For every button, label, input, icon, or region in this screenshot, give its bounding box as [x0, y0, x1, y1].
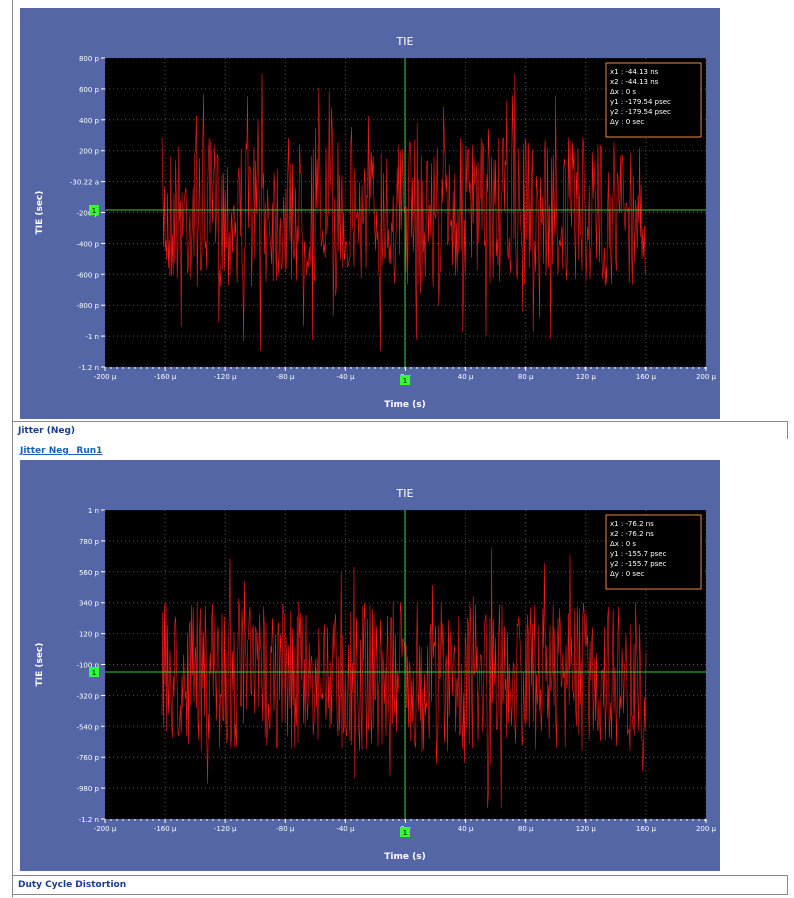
x-tick-label: 200 µ — [696, 373, 717, 381]
y-tick-label: -100 p — [76, 662, 99, 670]
cursor-readout: y1 : -155.7 psec — [610, 550, 667, 558]
chart-title: TIE — [396, 487, 414, 500]
cursor-readout: x2 : -44.13 ns — [610, 78, 659, 86]
x-tick-label: -40 µ — [336, 825, 355, 833]
y-tick-label: 1 n — [88, 507, 99, 515]
x-tick-label: -80 µ — [276, 373, 295, 381]
y-tick-label: -320 p — [76, 692, 99, 700]
marker-label: 1 — [92, 207, 96, 215]
x-tick-label: 80 µ — [518, 825, 534, 833]
x-tick-label: -160 µ — [154, 825, 177, 833]
marker — [400, 375, 410, 385]
y-tick-label: 120 p — [79, 631, 100, 639]
marker — [89, 667, 99, 677]
y-tick-label: 600 p — [79, 86, 100, 94]
y-tick-label: -540 p — [76, 723, 99, 731]
y-tick-label: -1.2 n — [79, 816, 99, 824]
cursor-readout: y1 : -179.54 psec — [610, 98, 671, 106]
x-tick-label: 40 µ — [458, 825, 474, 833]
y-tick-label: -800 p — [76, 302, 99, 310]
x-tick-label: 200 µ — [696, 825, 717, 833]
x-axis-label: Time (s) — [384, 852, 425, 862]
frame — [12, 0, 789, 897]
cursor-box — [605, 514, 702, 590]
y-tick-label: -600 p — [76, 271, 99, 279]
y-tick-label: 800 p — [79, 55, 100, 63]
cursor-box — [605, 62, 702, 138]
cursor-readout: Δx : 0 s — [610, 88, 636, 96]
y-tick-label: -1 n — [85, 333, 99, 341]
x-tick-label: -160 µ — [154, 373, 177, 381]
waveform — [161, 73, 647, 352]
waveform — [161, 547, 647, 809]
x-tick-label: -40 µ — [336, 373, 355, 381]
x-tick-label: 160 µ — [636, 825, 657, 833]
section-row: Duty Cycle Distortion — [12, 875, 788, 895]
y-tick-label: -760 p — [76, 754, 99, 762]
marker-label: 1 — [403, 829, 407, 837]
y-tick-label: -30.22 a — [70, 179, 99, 187]
y-tick-label: -400 p — [76, 240, 99, 248]
x-tick-label: -200 µ — [94, 373, 117, 381]
y-tick-label: -1.2 n — [79, 364, 99, 372]
y-axis-label: TIE (sec) — [35, 191, 45, 235]
x-tick-label: -200 µ — [94, 825, 117, 833]
run-link[interactable]: Jitter Neg _Run1 — [20, 446, 103, 456]
cursor-readout: Δx : 0 s — [610, 540, 636, 548]
x-tick-label: 120 µ — [576, 825, 597, 833]
chart-panel: TIE 1 n 780 p 560 p 340 p 120 p -100 p -320 p -5… — [20, 460, 720, 871]
cursor-readout: y2 : -179.54 psec — [610, 108, 671, 116]
y-tick-label: 560 p — [79, 569, 100, 577]
y-tick-label: 200 p — [79, 148, 100, 156]
x-tick-label: -80 µ — [276, 825, 295, 833]
y-tick-label: 780 p — [79, 538, 100, 546]
y-axis-label: TIE (sec) — [35, 643, 45, 687]
marker-label: 1 — [92, 669, 96, 677]
chart-panel: TIE 800 p 600 p 400 p 200 p -30.22 a -200 p -40… — [20, 8, 720, 419]
cursor-readout: x2 : -76.2 ns — [610, 530, 654, 538]
x-tick-label: -120 µ — [214, 373, 237, 381]
x-axis-label: Time (s) — [384, 400, 425, 410]
y-tick-label: 340 p — [79, 600, 100, 608]
cursor-readout: Δy : 0 sec — [610, 570, 644, 578]
cursor-readout: x1 : -44.13 ns — [610, 68, 659, 76]
x-tick-label: -120 µ — [214, 825, 237, 833]
y-tick-label: -200 p — [76, 210, 99, 218]
cursor-readout: Δy : 0 sec — [610, 118, 644, 126]
marker-label: 1 — [403, 377, 407, 385]
x-tick-label: 40 µ — [458, 373, 474, 381]
chart-title: TIE — [396, 35, 414, 48]
y-tick-label: 400 p — [79, 117, 100, 125]
section-row: Jitter (Neg) — [12, 421, 788, 439]
cursor-readout: x1 : -76.2 ns — [610, 520, 654, 528]
x-tick-label: 120 µ — [576, 373, 597, 381]
marker — [89, 205, 99, 215]
x-tick-label: 160 µ — [636, 373, 657, 381]
marker — [400, 827, 410, 837]
cursor-readout: y2 : -155.7 psec — [610, 560, 667, 568]
x-tick-label: 80 µ — [518, 373, 534, 381]
y-tick-label: -980 p — [76, 785, 99, 793]
